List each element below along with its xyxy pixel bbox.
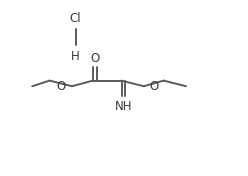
Text: NH: NH xyxy=(115,100,132,113)
Text: O: O xyxy=(150,80,159,93)
Text: H: H xyxy=(71,50,80,63)
Text: O: O xyxy=(56,80,65,93)
Text: O: O xyxy=(90,52,99,65)
Text: Cl: Cl xyxy=(70,12,81,25)
